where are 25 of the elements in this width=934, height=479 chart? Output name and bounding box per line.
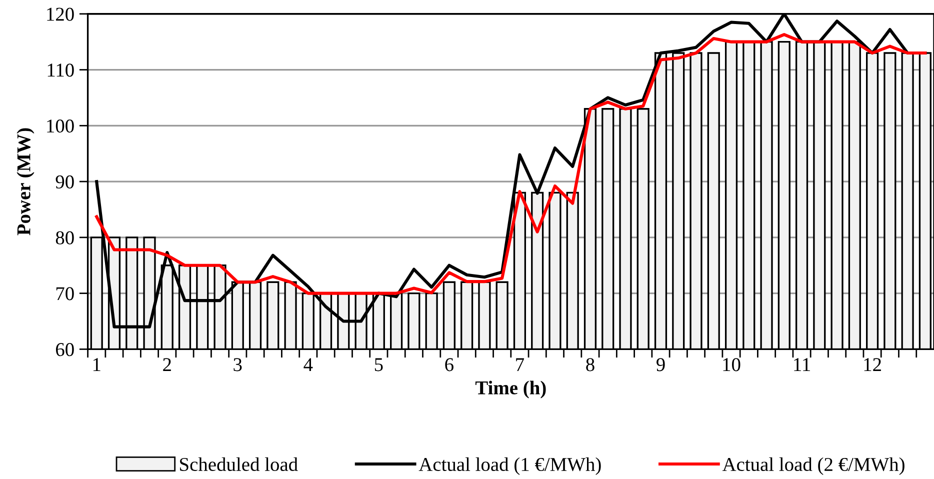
y-tick-label: 60 bbox=[56, 343, 74, 356]
x-tick-label: 7 bbox=[516, 358, 524, 372]
y-tick-label: 110 bbox=[48, 64, 74, 77]
x-tick-label: 9 bbox=[656, 358, 665, 372]
x-axis-title: Time (h) bbox=[475, 380, 546, 398]
y-tick-label: 70 bbox=[56, 287, 74, 300]
legend-label: Actual load (2 €/MWh) bbox=[722, 457, 904, 475]
legend-label: Actual load (1 €/MWh) bbox=[418, 457, 601, 475]
x-tick-label: 11 bbox=[794, 358, 810, 372]
x-tick-label: 6 bbox=[445, 358, 454, 372]
x-tick-label: 10 bbox=[723, 358, 740, 372]
x-tick-label: 5 bbox=[374, 358, 383, 372]
y-tick-label: 90 bbox=[56, 175, 74, 188]
legend-label: Scheduled load bbox=[180, 457, 298, 472]
x-tick-label: 2 bbox=[163, 358, 171, 372]
y-tick-label: 100 bbox=[47, 119, 74, 133]
x-tick-label: 8 bbox=[586, 358, 594, 372]
y-tick-label: 80 bbox=[56, 231, 74, 244]
y-axis-title: Power (MW) bbox=[16, 128, 34, 236]
x-tick-label: 1 bbox=[93, 358, 100, 372]
x-tick-label: 3 bbox=[234, 358, 242, 372]
line-series bbox=[95, 33, 927, 295]
y-tick-label: 120 bbox=[47, 8, 74, 21]
x-tick-label: 12 bbox=[864, 358, 881, 372]
x-tick-label: 4 bbox=[304, 358, 313, 372]
